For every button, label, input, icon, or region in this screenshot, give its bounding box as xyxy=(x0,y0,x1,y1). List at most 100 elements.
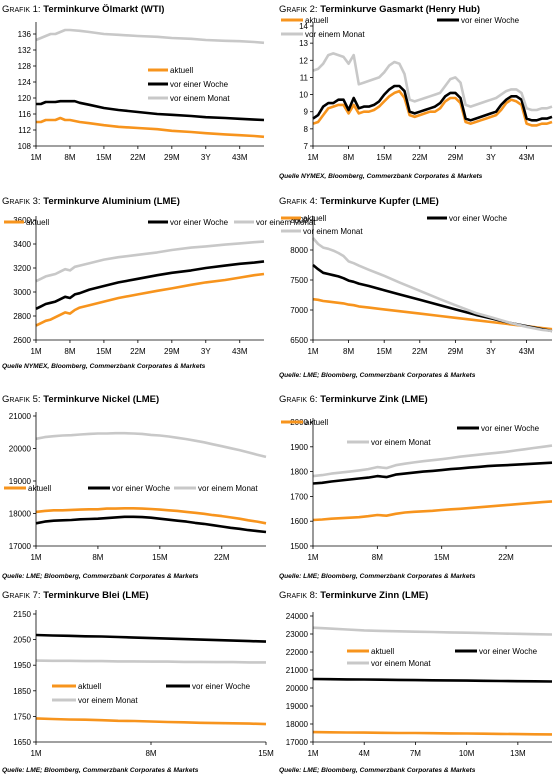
chart-title-prefix: Grafik 4: xyxy=(279,196,320,207)
y-tick-label: 124 xyxy=(18,78,32,87)
x-tick-label: 1M xyxy=(30,153,41,162)
legend-label-2: vor einer Woche xyxy=(170,80,229,89)
series-line-1 xyxy=(312,500,553,522)
y-tick-label: 2150 xyxy=(13,610,31,619)
y-tick-label: 128 xyxy=(18,62,32,71)
y-tick-label: 1850 xyxy=(13,687,31,696)
chart-panel-kupfer: Grafik 4: Terminkurve Kupfer (LME) 6500 70… xyxy=(277,192,554,390)
chart-title-text: Terminkurve Aluminium (LME) xyxy=(43,196,180,207)
x-tick-label: 1M xyxy=(30,749,41,758)
chart-source: Quelle: LME; Bloomberg, Commerzbank Corp… xyxy=(2,767,199,774)
legend-label-3: vor einem Monat xyxy=(305,30,365,39)
legend-label-1: aktuell xyxy=(78,682,101,691)
x-tick-label: 4M xyxy=(359,749,370,758)
y-tick-label: 20000 xyxy=(286,684,309,693)
x-tick-label: 8M xyxy=(145,749,156,758)
x-tick-label: 1M xyxy=(30,347,41,356)
chart-svg-aluminium: Grafik 3: Terminkurve Aluminium (LME) 260… xyxy=(2,196,316,370)
y-tick-label: 14 xyxy=(299,22,308,31)
y-tick-label: 7000 xyxy=(290,306,308,315)
series-line-3 xyxy=(35,431,267,459)
series-line-2 xyxy=(312,677,553,683)
y-tick-label: 7 xyxy=(304,142,309,151)
chart-title: Grafik 6: Terminkurve Zink (LME) xyxy=(279,394,428,405)
y-tick-label: 2050 xyxy=(13,636,31,645)
chart-title-prefix: Grafik 6: xyxy=(279,394,320,405)
legend-label-1: aktuell xyxy=(26,218,49,227)
y-tick-label: 17000 xyxy=(9,542,32,551)
series-line-1 xyxy=(312,89,553,127)
y-tick-label: 9 xyxy=(304,108,309,117)
y-tick-label: 3200 xyxy=(13,264,31,273)
chart-title-prefix: Grafik 3: xyxy=(2,196,43,207)
x-tick-label: 15M xyxy=(434,553,450,562)
chart-title-text: Terminkurve Ölmarkt (WTI) xyxy=(43,4,164,15)
legend-label-1: aktuell xyxy=(305,16,328,25)
legend-label-2: vor einer Woche xyxy=(170,218,229,227)
chart-panel-oel: Grafik 1: Terminkurve Ölmarkt (WTI) 108 11… xyxy=(0,0,277,192)
y-tick-label: 112 xyxy=(18,126,31,135)
chart-title-text: Terminkurve Zink (LME) xyxy=(320,394,428,405)
chart-title: Grafik 5: Terminkurve Nickel (LME) xyxy=(2,394,159,405)
chart-svg-blei: Grafik 7: Terminkurve Blei (LME) 1650 1750… xyxy=(2,590,274,774)
series-line-1 xyxy=(312,297,553,331)
y-tick-label: 108 xyxy=(18,142,32,151)
y-tick-label: 19000 xyxy=(286,702,309,711)
x-tick-label: 1M xyxy=(307,553,318,562)
series-line-3 xyxy=(35,28,265,45)
y-tick-label: 22000 xyxy=(286,648,309,657)
x-tick-label: 13M xyxy=(510,749,526,758)
y-tick-label: 8 xyxy=(304,125,309,134)
x-tick-label: 15M xyxy=(96,347,112,356)
y-tick-label: 18000 xyxy=(9,510,32,519)
chart-svg-zink: Grafik 6: Terminkurve Zink (LME) 1500 1600… xyxy=(279,394,553,580)
series-line-2 xyxy=(312,263,553,333)
x-tick-label: 8M xyxy=(64,347,75,356)
y-tick-label: 8500 xyxy=(290,216,308,225)
y-tick-label: 7500 xyxy=(290,276,308,285)
y-tick-label: 136 xyxy=(18,30,32,39)
chart-title-text: Terminkurve Gasmarkt (Henry Hub) xyxy=(320,4,480,15)
series-line-1 xyxy=(35,717,267,726)
chart-title: Grafik 1: Terminkurve Ölmarkt (WTI) xyxy=(2,4,164,15)
x-tick-label: 22M xyxy=(498,553,514,562)
series-line-3 xyxy=(312,52,553,112)
y-tick-label: 1900 xyxy=(290,443,308,452)
legend-label-3: vor einem Monat xyxy=(198,484,258,493)
legend-label-2: vor einer Woche xyxy=(449,214,508,223)
chart-source: Quelle NYMEX, Bloomberg, Commerzbank Cor… xyxy=(279,173,483,180)
legend-label-2: vor einer Woche xyxy=(192,682,251,691)
chart-panel-zink: Grafik 6: Terminkurve Zink (LME) 1500 1600… xyxy=(277,390,554,586)
y-tick-label: 2800 xyxy=(13,312,31,321)
y-tick-label: 11 xyxy=(300,73,309,82)
series-line-3 xyxy=(312,237,553,333)
chart-title: Grafik 3: Terminkurve Aluminium (LME) xyxy=(2,196,180,207)
series-line-2 xyxy=(36,99,265,122)
y-tick-label: 1800 xyxy=(290,468,308,477)
chart-svg-kupfer: Grafik 4: Terminkurve Kupfer (LME) 6500 70… xyxy=(279,196,553,379)
x-tick-label: 43M xyxy=(519,347,535,356)
legend-label-3: vor einem Monat xyxy=(170,94,230,103)
chart-source: Quelle: LME; Bloomberg, Commerzbank Corp… xyxy=(2,573,199,580)
chart-source: Quelle: LME; Bloomberg, Commerzbank Corp… xyxy=(279,372,476,379)
series-line-3 xyxy=(312,626,553,636)
legend-label-1: aktuell xyxy=(170,66,193,75)
x-tick-label: 15M xyxy=(152,553,168,562)
x-tick-label: 22M xyxy=(214,553,230,562)
series-line-2 xyxy=(35,633,267,643)
chart-panel-zinn: Grafik 8: Terminkurve Zinn (LME) 17000 180… xyxy=(277,586,554,777)
y-tick-label: 17000 xyxy=(286,738,309,747)
chart-source: Quelle: LME; Bloomberg, Commerzbank Corp… xyxy=(279,573,476,580)
y-tick-label: 1650 xyxy=(13,738,31,747)
x-tick-label: 43M xyxy=(232,153,248,162)
x-tick-label: 3Y xyxy=(201,347,211,356)
x-tick-label: 43M xyxy=(232,347,248,356)
x-tick-label: 43M xyxy=(519,153,535,162)
y-tick-label: 1950 xyxy=(13,661,31,670)
x-tick-label: 22M xyxy=(130,153,146,162)
x-tick-label: 29M xyxy=(164,347,180,356)
chart-title-prefix: Grafik 1: xyxy=(2,4,43,15)
legend-label-1: aktuell xyxy=(371,647,394,656)
legend-label-2: vor einer Woche xyxy=(481,424,540,433)
legend-label-3: vor einem Monat xyxy=(371,438,431,447)
